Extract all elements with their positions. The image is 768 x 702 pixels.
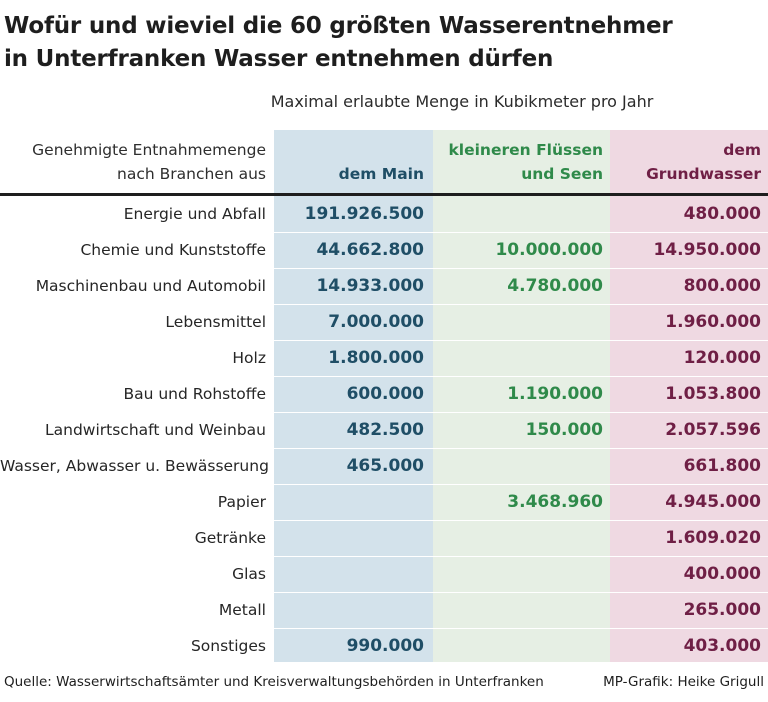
cell-main: 600.000 bbox=[346, 384, 424, 404]
cell-main bbox=[274, 592, 424, 628]
cell-main bbox=[274, 520, 424, 556]
cell-main: 44.662.800 bbox=[316, 240, 424, 260]
header-main: dem Main bbox=[274, 136, 424, 186]
header-small-waters-line-2: und Seen bbox=[521, 165, 603, 183]
cell-main: 7.000.000 bbox=[328, 312, 424, 332]
header-groundwater-line-1: dem bbox=[723, 141, 761, 159]
column-background-main bbox=[274, 130, 433, 662]
cell-small-waters: 1.190.000 bbox=[507, 384, 603, 404]
cell-small-waters bbox=[433, 340, 603, 376]
cell-main: 465.000 bbox=[346, 456, 424, 476]
cell-groundwater: 480.000 bbox=[683, 204, 761, 224]
table-body: Energie und Abfall 191.926.500 480.000 Chem… bbox=[0, 196, 768, 664]
cell-small-waters bbox=[433, 520, 603, 556]
row-category: Papier bbox=[217, 493, 266, 511]
table-row: Maschinenbau und Automobil 14.933.000 4.78… bbox=[0, 268, 768, 304]
table-row: Chemie und Kunststoffe 44.662.800 10.000.0… bbox=[0, 232, 768, 268]
table-row: Bau und Rohstoffe 600.000 1.190.000 1.053.8… bbox=[0, 376, 768, 412]
row-category: Glas bbox=[232, 565, 266, 583]
header-category-line-2: nach Branchen aus bbox=[117, 165, 266, 183]
table-row: Holz 1.800.000 120.000 bbox=[0, 340, 768, 376]
cell-small-waters bbox=[433, 196, 603, 232]
cell-main: 990.000 bbox=[346, 636, 424, 656]
row-category: Energie und Abfall bbox=[123, 205, 266, 223]
cell-small-waters bbox=[433, 592, 603, 628]
cell-small-waters bbox=[433, 304, 603, 340]
header-small-waters-line-1: kleineren Flüssen bbox=[448, 141, 603, 159]
table-row: Wasser, Abwasser u. Bewässerung 465.000 66… bbox=[0, 448, 768, 484]
cell-main bbox=[274, 484, 424, 520]
table-row: Getränke 1.609.020 bbox=[0, 520, 768, 556]
header-rule bbox=[0, 193, 768, 196]
row-category: Wasser, Abwasser u. Bewässerung bbox=[0, 457, 269, 475]
cell-small-waters bbox=[433, 556, 603, 592]
row-category: Lebensmittel bbox=[165, 313, 266, 331]
cell-groundwater: 1.960.000 bbox=[665, 312, 761, 332]
row-category: Getränke bbox=[194, 529, 266, 547]
table-row: Lebensmittel 7.000.000 1.960.000 bbox=[0, 304, 768, 340]
column-background-small-waters bbox=[433, 130, 610, 662]
cell-groundwater: 661.800 bbox=[683, 456, 761, 476]
row-category: Bau und Rohstoffe bbox=[123, 385, 266, 403]
column-background-groundwater bbox=[610, 130, 768, 662]
chart-title: Wofür und wieviel die 60 größten Wassere… bbox=[4, 10, 764, 76]
cell-groundwater: 4.945.000 bbox=[665, 492, 761, 512]
cell-groundwater: 800.000 bbox=[683, 276, 761, 296]
header-main-line-1: dem Main bbox=[338, 165, 424, 183]
cell-main: 482.500 bbox=[346, 420, 424, 440]
cell-groundwater: 1.609.020 bbox=[665, 528, 761, 548]
table-row: Energie und Abfall 191.926.500 480.000 bbox=[0, 196, 768, 232]
chart-title-line-1: Wofür und wieviel die 60 größten Wassere… bbox=[4, 13, 673, 39]
table-row: Glas 400.000 bbox=[0, 556, 768, 592]
chart-title-line-2: in Unterfranken Wasser entnehmen dürfen bbox=[4, 46, 554, 72]
cell-small-waters: 3.468.960 bbox=[507, 492, 603, 512]
table-row: Metall 265.000 bbox=[0, 592, 768, 628]
row-category: Chemie und Kunststoffe bbox=[80, 241, 266, 259]
header-groundwater-line-2: Grundwasser bbox=[646, 165, 761, 183]
cell-small-waters: 150.000 bbox=[525, 420, 603, 440]
row-category: Sonstiges bbox=[190, 637, 266, 655]
cell-main: 14.933.000 bbox=[316, 276, 424, 296]
cell-small-waters: 10.000.000 bbox=[495, 240, 603, 260]
cell-groundwater: 265.000 bbox=[683, 600, 761, 620]
cell-groundwater: 400.000 bbox=[683, 564, 761, 584]
chart-subtitle: Maximal erlaubte Menge in Kubikmeter pro… bbox=[270, 92, 654, 111]
cell-groundwater: 2.057.596 bbox=[665, 420, 761, 440]
cell-main: 191.926.500 bbox=[304, 204, 424, 224]
cell-groundwater: 14.950.000 bbox=[653, 240, 761, 260]
graphic-credit: MP-Grafik: Heike Grigull bbox=[603, 674, 764, 690]
row-category: Maschinenbau und Automobil bbox=[35, 277, 266, 295]
table-row: Sonstiges 990.000 403.000 bbox=[0, 628, 768, 664]
cell-small-waters: 4.780.000 bbox=[507, 276, 603, 296]
cell-groundwater: 1.053.800 bbox=[665, 384, 761, 404]
source-note: Quelle: Wasserwirtschaftsämter und Kreis… bbox=[4, 674, 544, 690]
row-category: Landwirtschaft und Weinbau bbox=[45, 421, 266, 439]
table-row: Papier 3.468.960 4.945.000 bbox=[0, 484, 768, 520]
row-category: Holz bbox=[232, 349, 266, 367]
cell-main bbox=[274, 556, 424, 592]
header-category-line-1: Genehmigte Entnahmemenge bbox=[32, 141, 266, 159]
header-small-waters: kleineren Flüssen und Seen bbox=[433, 136, 603, 186]
cell-small-waters bbox=[433, 628, 603, 664]
cell-small-waters bbox=[433, 448, 603, 484]
cell-groundwater: 403.000 bbox=[683, 636, 761, 656]
header-category: Genehmigte Entnahmemenge nach Branchen a… bbox=[0, 136, 266, 186]
header-groundwater: dem Grundwasser bbox=[610, 136, 761, 186]
cell-main: 1.800.000 bbox=[328, 348, 424, 368]
row-category: Metall bbox=[218, 601, 266, 619]
table-row: Landwirtschaft und Weinbau 482.500 150.000… bbox=[0, 412, 768, 448]
cell-groundwater: 120.000 bbox=[683, 348, 761, 368]
